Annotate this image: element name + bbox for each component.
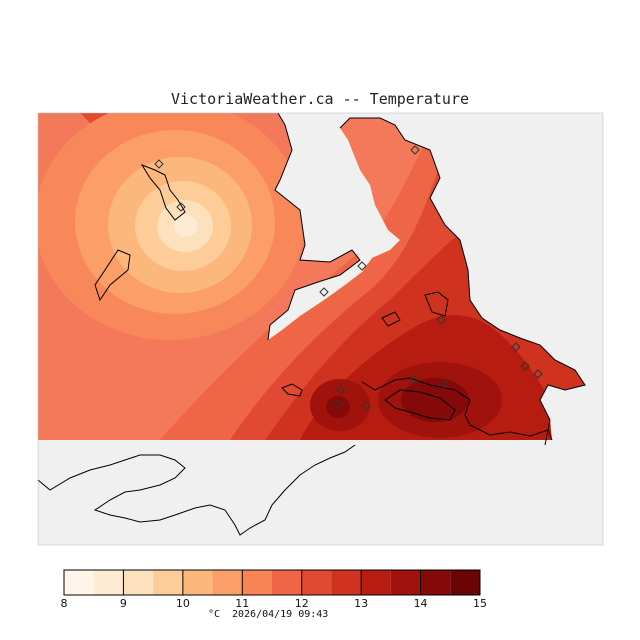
station-marker[interactable] — [176, 202, 186, 212]
station-marker[interactable] — [319, 287, 329, 297]
coast-mainland-west — [267, 112, 361, 341]
contour-14-5-east — [401, 378, 469, 422]
legend-tick-label: 13 — [354, 597, 368, 610]
station-marker[interactable] — [533, 369, 543, 379]
coast-island-north-2 — [94, 249, 131, 302]
station-marker[interactable] — [357, 261, 367, 271]
coast-island-lake — [424, 291, 449, 317]
timestamp: 2026/04/19 09:43 — [232, 609, 329, 620]
legend-tick-label: 11 — [235, 597, 249, 610]
station-marker[interactable] — [439, 379, 449, 389]
sea-east — [365, 113, 603, 440]
station-marker[interactable] — [511, 342, 521, 352]
weather-stations[interactable] — [154, 145, 543, 411]
legend-swatch — [93, 570, 124, 595]
legend-colorbar: 8 9 10 11 12 13 14 15 — [61, 569, 487, 610]
legend-unit: °C — [208, 609, 221, 620]
sea-south — [38, 440, 603, 545]
legend-swatch — [212, 570, 243, 595]
coast-island-north-1 — [140, 164, 186, 221]
legend-swatch — [272, 570, 302, 595]
legend-tick-label: 10 — [176, 597, 190, 610]
legend-swatch — [182, 570, 213, 595]
legend-swatches — [63, 569, 481, 596]
legend-swatch — [242, 570, 272, 595]
temperature-contours — [38, 113, 603, 440]
legend-swatch — [123, 570, 154, 595]
temperature-map[interactable] — [0, 0, 640, 560]
station-marker[interactable] — [520, 361, 530, 371]
legend-tick-label: 15 — [473, 597, 487, 610]
coast-west-islands — [361, 377, 553, 441]
coast-mainland-east — [339, 117, 586, 446]
station-marker[interactable] — [409, 375, 419, 385]
legend-swatch — [153, 570, 183, 595]
station-marker[interactable] — [336, 385, 346, 395]
legend-swatch — [301, 570, 332, 595]
station-marker[interactable] — [410, 145, 420, 155]
station-marker[interactable] — [154, 159, 164, 169]
legend-swatch — [361, 570, 391, 595]
station-marker[interactable] — [436, 315, 446, 325]
coast-south — [37, 444, 356, 536]
station-marker[interactable] — [333, 399, 343, 409]
legend-swatch — [420, 570, 451, 595]
legend-swatch — [64, 570, 94, 595]
legend-swatch — [450, 570, 480, 595]
coast-island-small — [381, 311, 401, 327]
legend-swatch — [390, 570, 421, 595]
contour-14-5-west — [326, 396, 350, 418]
legend-swatch — [331, 570, 362, 595]
legend-ticks: 8 9 10 11 12 13 14 15 — [61, 570, 487, 610]
map-frame — [37, 112, 604, 546]
coastlines — [37, 112, 586, 536]
map-title: VictoriaWeather.ca -- Temperature — [170, 90, 469, 108]
legend-tick-label: 14 — [414, 597, 428, 610]
legend-tick-label: 8 — [61, 597, 68, 610]
legend-tick-label: 9 — [120, 597, 127, 610]
legend-tick-label: 12 — [295, 597, 309, 610]
coast-island-mid — [281, 383, 303, 397]
station-marker[interactable] — [361, 401, 371, 411]
contour-8-5 — [174, 215, 198, 237]
sea-northeast — [268, 113, 603, 340]
sea-mask — [38, 113, 603, 545]
